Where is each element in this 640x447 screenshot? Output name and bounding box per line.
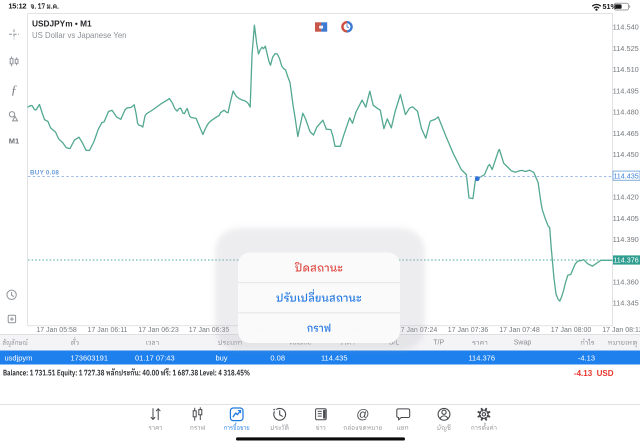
- svg-text:114.465: 114.465: [613, 129, 639, 138]
- svg-text:T/P: T/P: [433, 340, 444, 347]
- svg-text:17 Jan 07:36: 17 Jan 07:36: [448, 327, 489, 334]
- svg-text:114.405: 114.405: [613, 214, 639, 223]
- svg-text:US Dollar vs Japanese Yen: US Dollar vs Japanese Yen: [32, 31, 127, 40]
- svg-text:114.495: 114.495: [613, 86, 639, 95]
- svg-text:17 Jan 06:35: 17 Jan 06:35: [189, 327, 230, 334]
- svg-text:17 Jan 07:48: 17 Jan 07:48: [499, 327, 540, 334]
- svg-text:114.420: 114.420: [613, 193, 639, 202]
- svg-text:BUY 0.08: BUY 0.08: [30, 169, 59, 176]
- svg-text:buy: buy: [215, 353, 227, 362]
- svg-text:114.480: 114.480: [613, 108, 639, 117]
- svg-text:114.510: 114.510: [613, 65, 639, 74]
- svg-text:17 Jan 05:58: 17 Jan 05:58: [36, 327, 77, 334]
- svg-text:114.450: 114.450: [613, 150, 639, 159]
- svg-text:01.17 07:43: 01.17 07:43: [135, 353, 175, 362]
- svg-text:114.390: 114.390: [613, 235, 639, 244]
- svg-text:114.525: 114.525: [613, 44, 639, 53]
- svg-text:@: @: [356, 407, 369, 422]
- svg-text:15:12: 15:12: [8, 2, 26, 11]
- svg-text:USDJPYm • M1: USDJPYm • M1: [32, 19, 92, 29]
- svg-text:114.540: 114.540: [613, 23, 639, 32]
- svg-text:114.435: 114.435: [613, 171, 638, 180]
- svg-text:-4.13 USD: -4.13 USD: [574, 369, 614, 378]
- svg-text:ƒ: ƒ: [11, 82, 18, 97]
- svg-text:51%: 51%: [603, 2, 618, 11]
- svg-text:17 Jan 06:11: 17 Jan 06:11: [88, 327, 128, 334]
- svg-text:M1: M1: [9, 137, 19, 146]
- svg-text:114.435: 114.435: [321, 353, 348, 362]
- svg-text:173603191: 173603191: [70, 353, 108, 362]
- svg-text:114.376: 114.376: [613, 256, 638, 265]
- svg-text:114.345: 114.345: [613, 299, 639, 308]
- svg-text:-4.13: -4.13: [578, 353, 595, 362]
- svg-text:Swap: Swap: [514, 340, 532, 347]
- svg-text:0.08: 0.08: [270, 353, 285, 362]
- svg-text:17 Jan 06:23: 17 Jan 06:23: [138, 327, 179, 334]
- svg-text:17 Jan 08:00: 17 Jan 08:00: [551, 327, 592, 334]
- svg-text:17 Jan 08:12: 17 Jan 08:12: [602, 327, 640, 334]
- svg-text:114.376: 114.376: [468, 353, 495, 362]
- svg-text:usdjpym: usdjpym: [5, 353, 33, 362]
- svg-text:114.360: 114.360: [613, 277, 639, 286]
